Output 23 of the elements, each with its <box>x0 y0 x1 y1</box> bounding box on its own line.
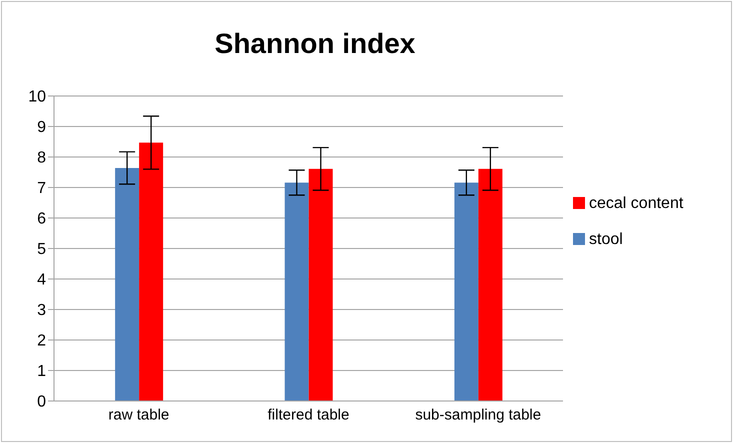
y-tick-label: 10 <box>28 88 46 106</box>
y-tick-label: 7 <box>37 180 46 198</box>
bar <box>308 168 333 401</box>
y-tick-label: 5 <box>37 241 46 258</box>
legend-label: stool <box>589 230 623 248</box>
x-tick-label: filtered table <box>268 406 350 424</box>
legend-label: cecal content <box>589 194 684 212</box>
y-tick-label: 4 <box>37 272 46 289</box>
y-tick-label: 3 <box>37 302 46 320</box>
x-tick-label: sub-sampling table <box>415 406 542 424</box>
y-tick-label: 2 <box>37 332 46 350</box>
x-tick-label: raw table <box>108 406 170 424</box>
bar <box>478 168 502 401</box>
y-tick-label: 0 <box>37 394 46 411</box>
chart-title: Shannon index <box>214 28 416 60</box>
y-tick-label: 9 <box>37 119 46 136</box>
y-tick-label: 8 <box>37 150 46 167</box>
bar <box>454 182 478 401</box>
bar <box>139 142 164 401</box>
bar <box>115 168 140 401</box>
bar <box>284 182 309 401</box>
y-tick-label: 1 <box>37 363 46 380</box>
y-tick-label: 6 <box>37 210 46 228</box>
